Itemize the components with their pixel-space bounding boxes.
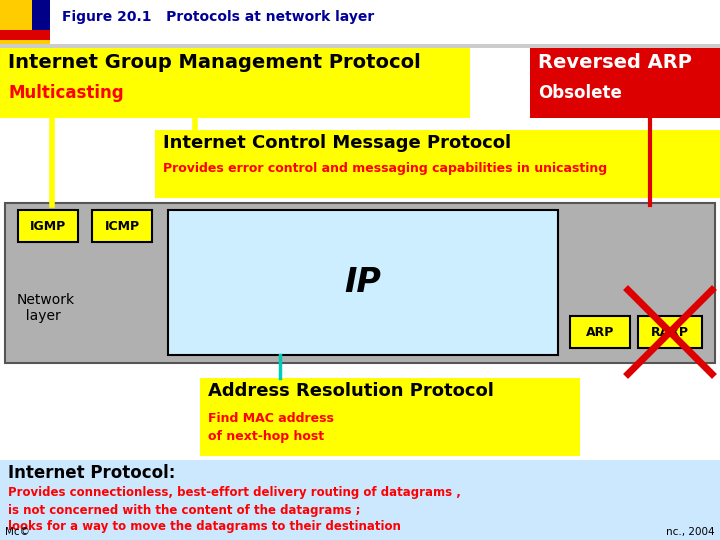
Text: nc., 2004: nc., 2004 [667,527,715,537]
Text: IGMP: IGMP [30,219,66,233]
Bar [530,48,720,118]
Bar [5,203,715,363]
Text: Find MAC address: Find MAC address [208,412,334,425]
Text: Address Resolution Protocol: Address Resolution Protocol [208,382,494,400]
Text: of next-hop host: of next-hop host [208,430,324,443]
Text: Internet Group Management Protocol: Internet Group Management Protocol [8,53,420,72]
Bar [0,460,720,540]
Text: Provides error control and messaging capabilities in unicasting: Provides error control and messaging cap… [163,162,607,175]
Text: Obsolete: Obsolete [538,84,622,102]
Text: ICMP: ICMP [104,219,140,233]
Text: looks for a way to move the datagrams to their destination: looks for a way to move the datagrams to… [8,520,401,533]
Text: Network
  layer: Network layer [17,293,75,323]
Bar [0,44,720,48]
Bar [168,210,558,355]
Bar [570,316,630,348]
Bar [32,0,50,30]
Bar [155,130,720,198]
Text: Reversed ARP: Reversed ARP [538,53,692,72]
Bar [0,30,50,40]
Bar [0,0,50,45]
Bar [92,210,152,242]
Bar [18,210,78,242]
Text: RARP: RARP [651,326,689,339]
Text: Mc©: Mc© [5,527,30,537]
Text: is not concerned with the content of the datagrams ;: is not concerned with the content of the… [8,504,361,517]
Text: ARP: ARP [586,326,614,339]
Bar [638,316,702,348]
Bar [0,48,470,118]
Text: IP: IP [345,266,382,299]
Text: Multicasting: Multicasting [8,84,124,102]
Text: Internet Protocol:: Internet Protocol: [8,464,176,482]
Bar [200,378,580,456]
Text: Internet Control Message Protocol: Internet Control Message Protocol [163,134,511,152]
Text: Provides connectionless, best-effort delivery routing of datagrams ,: Provides connectionless, best-effort del… [8,486,461,499]
Text: Figure 20.1   Protocols at network layer: Figure 20.1 Protocols at network layer [62,10,374,24]
